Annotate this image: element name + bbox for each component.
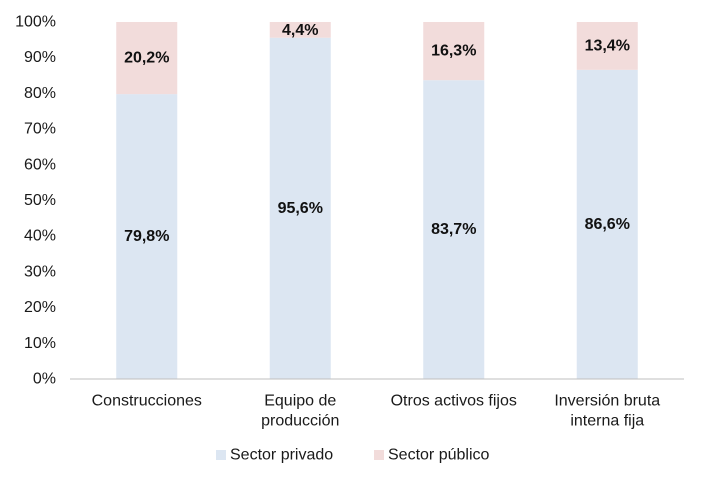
bar-sector-publico [116,22,178,95]
data-label: 20,2% [124,50,169,67]
x-tick-label: Inversión bruta [554,393,660,410]
bar-sector-publico [576,22,638,70]
y-tick-label: 10% [24,335,56,352]
bar-sector-privado [576,69,638,379]
y-tick-label: 80% [24,85,56,102]
y-tick-label: 40% [24,228,56,245]
bar-sector-privado [269,37,331,379]
data-label: 86,6% [585,216,630,233]
y-tick-label: 0% [33,371,56,388]
legend-swatch [216,450,226,460]
legend-swatch [374,450,384,460]
legend-label: Sector privado [230,447,333,464]
data-label: 95,6% [278,200,323,217]
y-tick-label: 20% [24,299,56,316]
bar-sector-privado [116,94,178,379]
y-tick-label: 50% [24,192,56,209]
legend-label: Sector público [388,447,489,464]
y-tick-label: 30% [24,263,56,280]
x-tick-label: producción [261,413,339,430]
x-tick-label: Otros activos fijos [391,393,517,410]
y-tick-label: 90% [24,49,56,66]
x-tick-label: interna fija [570,413,644,430]
data-label: 79,8% [124,228,169,245]
x-tick-label: Construcciones [92,393,202,410]
bars: 79,8% 20,2% 95,6% 4,4% 83,7% 16,3% 86,6% 13,4% [116,22,638,379]
x-axis: Construcciones Equipo de producción Otros a… [92,393,661,430]
y-tick-label: 100% [15,14,56,31]
y-axis: 0% 10% 20% 30% 40% 50% 60% 70% 80% 90% 100% [15,14,56,388]
y-tick-label: 70% [24,121,56,138]
data-label: 4,4% [282,22,318,39]
data-label: 83,7% [431,221,476,238]
x-tick-label: Equipo de [264,393,336,410]
bar-sector-publico [269,22,331,38]
legend: Sector privado Sector público [216,447,489,464]
y-tick-label: 60% [24,156,56,173]
data-label: 13,4% [585,37,630,54]
bar-sector-privado [423,80,485,379]
bar-sector-publico [423,22,485,81]
data-label: 16,3% [431,43,476,60]
